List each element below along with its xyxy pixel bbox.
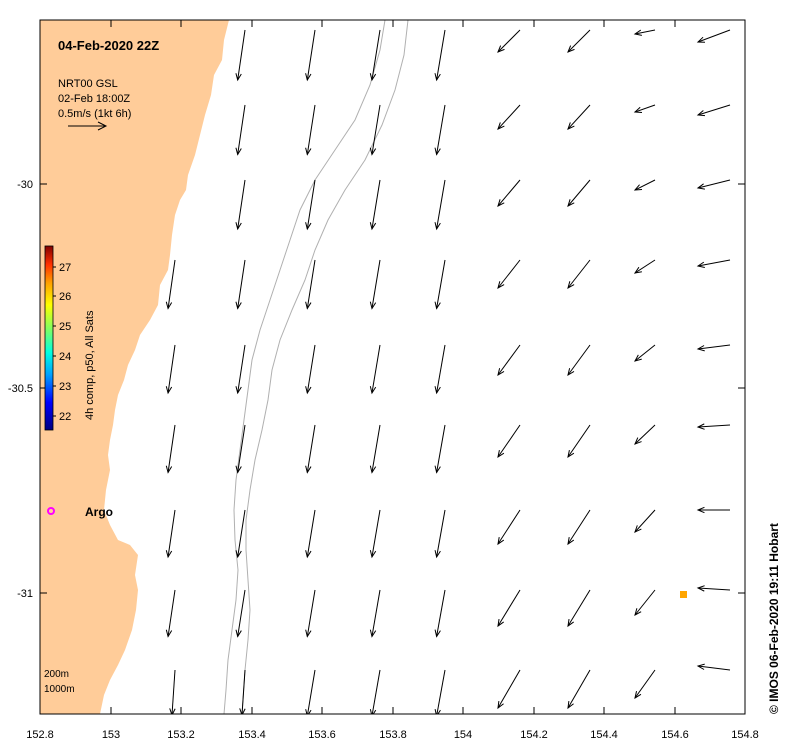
current-vectors — [165, 29, 731, 714]
colorbar-tick-label: 26 — [59, 291, 71, 303]
colorbar-tick-label: 27 — [59, 262, 71, 274]
x-tick-label: 153.2 — [167, 729, 195, 741]
plot-frame — [39, 19, 746, 715]
x-tick-label: 154.2 — [520, 729, 548, 741]
map-title: 04-Feb-2020 22Z — [58, 38, 159, 53]
y-tick-label: -31 — [17, 588, 33, 600]
x-tick-label: 153.8 — [379, 729, 407, 741]
colorbar-tick-label: 25 — [59, 321, 71, 333]
contour-1000m — [241, 20, 409, 714]
x-tick-label: 154.6 — [661, 729, 689, 741]
vector-scale-label: 0.5m/s (1kt 6h) — [58, 108, 131, 120]
x-tick-label: 152.8 — [26, 729, 54, 741]
x-tick-label: 153.4 — [238, 729, 266, 741]
depth-legend-200m: 200m — [44, 669, 69, 680]
colorbar-label: 4h comp, p50, All Sats — [84, 310, 96, 420]
x-tick-label: 153 — [102, 729, 120, 741]
colorbar-tick-label: 24 — [59, 351, 71, 363]
y-tick-label: -30 — [17, 179, 33, 191]
argo-float-marker — [47, 507, 55, 515]
colorbar-tick-label: 23 — [59, 381, 71, 393]
x-tick-label: 154 — [454, 729, 472, 741]
colorbar-tick-label: 22 — [59, 411, 71, 423]
argo-label: Argo — [85, 505, 113, 519]
credit-text: © IMOS 06-Feb-2020 19:11 Hobart — [767, 523, 781, 714]
station-marker — [680, 591, 687, 598]
product-name: NRT00 GSL — [58, 78, 118, 90]
x-tick-label: 153.6 — [308, 729, 336, 741]
scale-arrow — [68, 121, 108, 131]
contour-200m — [223, 20, 386, 714]
x-tick-label: 154.4 — [590, 729, 618, 741]
colorbar — [44, 245, 54, 431]
y-tick-label: -30.5 — [8, 383, 33, 395]
x-tick-label: 154.8 — [731, 729, 759, 741]
depth-legend-1000m: 1000m — [44, 684, 75, 695]
land-mass — [40, 20, 229, 714]
product-date: 02-Feb 18:00Z — [58, 93, 130, 105]
